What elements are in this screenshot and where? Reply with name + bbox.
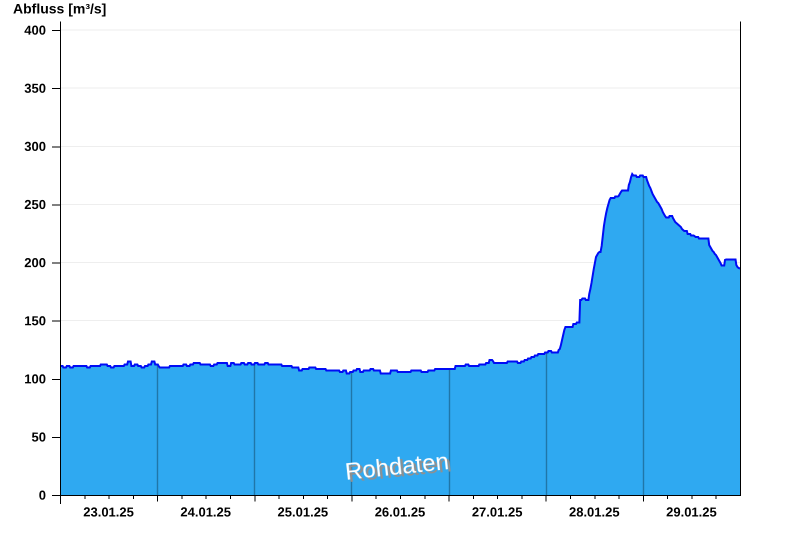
- svg-text:26.01.25: 26.01.25: [375, 504, 426, 519]
- svg-text:200: 200: [24, 255, 46, 270]
- svg-text:400: 400: [24, 23, 46, 38]
- svg-text:0: 0: [39, 488, 46, 503]
- svg-text:23.01.25: 23.01.25: [83, 504, 134, 519]
- svg-text:24.01.25: 24.01.25: [180, 504, 231, 519]
- svg-text:29.01.25: 29.01.25: [666, 504, 717, 519]
- svg-text:250: 250: [24, 197, 46, 212]
- svg-text:100: 100: [24, 371, 46, 386]
- svg-text:300: 300: [24, 139, 46, 154]
- svg-text:25.01.25: 25.01.25: [278, 504, 329, 519]
- svg-text:150: 150: [24, 313, 46, 328]
- svg-text:28.01.25: 28.01.25: [569, 504, 620, 519]
- svg-text:Abfluss [m³/s]: Abfluss [m³/s]: [13, 1, 106, 17]
- svg-text:350: 350: [24, 81, 46, 96]
- svg-text:50: 50: [32, 430, 47, 445]
- svg-text:27.01.25: 27.01.25: [472, 504, 523, 519]
